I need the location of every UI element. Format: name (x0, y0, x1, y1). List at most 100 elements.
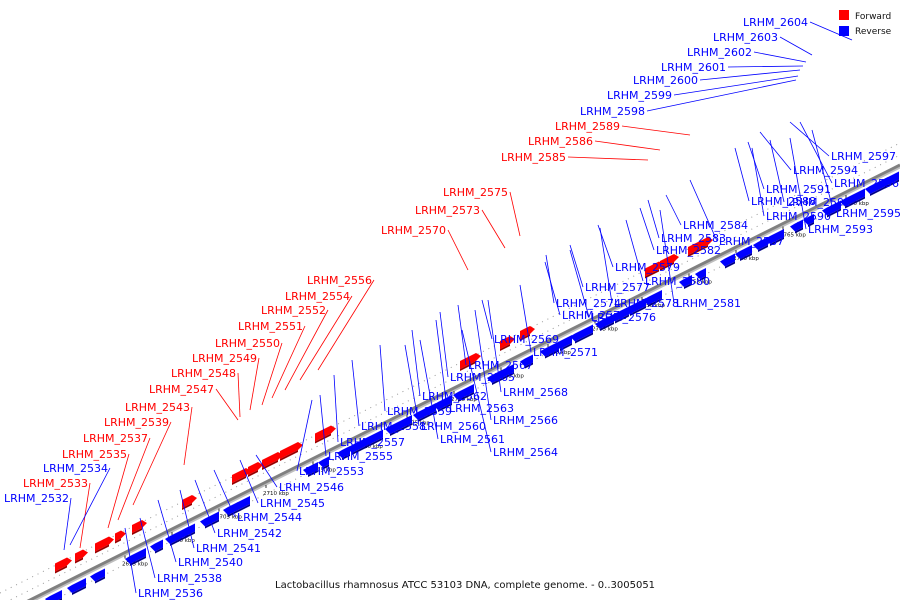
gene-arrow (132, 520, 147, 533)
gene-label: LRHM_2591 (766, 183, 831, 196)
gene-arrow-shadow (315, 433, 331, 444)
gene-label: LRHM_2568 (503, 386, 568, 399)
gene-arrow (315, 425, 336, 442)
gene-arrow (233, 496, 250, 510)
kbp-tick-label: 2705 kbp (216, 515, 242, 521)
gene-arrow (695, 268, 706, 279)
legend-forward-label: Forward (855, 12, 891, 22)
kbp-tick-label: 2695 kbp (122, 562, 148, 568)
gene-label: LRHM_2553 (299, 465, 364, 478)
gene-arrow (453, 384, 474, 400)
gene-arrow-shadow (560, 343, 572, 351)
gene-label: LRHM_2579 (615, 261, 680, 274)
gene-arrow (803, 214, 814, 225)
gene-arrow-shadow (248, 470, 258, 477)
gene-label: LRHM_2562 (422, 390, 487, 403)
gene-arrow (720, 253, 735, 267)
gene-label: LRHM_2599 (607, 89, 672, 102)
gene-arrow (180, 523, 195, 537)
gene-arrow-shadow (492, 379, 500, 385)
gene-arrow (625, 298, 646, 314)
gene-label: LRHM_2546 (279, 481, 344, 494)
gene-arrow (495, 364, 514, 379)
gene-arrow-shadow (130, 556, 146, 566)
gene-label: LRHM_2558 (361, 420, 426, 433)
gene-arrow (555, 335, 572, 349)
gene-label: LRHM_2555 (328, 450, 393, 463)
gene-arrow-shadow (660, 262, 674, 271)
gene-arrow (460, 353, 481, 369)
gene-arrow (735, 245, 752, 259)
gene-label: LRHM_2539 (104, 416, 169, 429)
gene-arrow (645, 261, 664, 277)
kbp-tick-label: 2725 kbp (404, 421, 430, 427)
gene-arrow (385, 415, 412, 434)
gene-label: LRHM_2585 (501, 151, 566, 164)
gene-arrow-shadow (870, 185, 888, 196)
gene-label: LRHM_2548 (171, 367, 236, 380)
genome-backbone (26, 163, 900, 600)
gene-arrow-shadow (808, 222, 814, 227)
gene-label: LRHM_2543 (125, 401, 190, 414)
gene-label: LRHM_2587 (719, 235, 784, 248)
gene-arrow (822, 200, 841, 216)
legend-reverse-swatch (839, 26, 849, 36)
gene-label: LRHM_2534 (43, 462, 108, 475)
kbp-tick-label: 2745 kbp (592, 327, 618, 333)
gene-label: LRHM_2593 (808, 223, 873, 236)
gene-arrow-shadow (700, 276, 706, 281)
gene-label: LRHM_2542 (217, 527, 282, 540)
kbp-tick-label: 2730 kbp (451, 397, 477, 403)
gene-arrow-shadow (770, 237, 784, 246)
gene-label: LRHM_2597 (831, 150, 896, 163)
gene-label: LRHM_2586 (528, 135, 593, 148)
gene-label: LRHM_2583 (661, 232, 726, 245)
gene-arrow-shadow (438, 403, 452, 412)
gene-label: LRHM_2549 (192, 352, 257, 365)
kbp-tick-label: 2720 kbp (357, 444, 383, 450)
gene-label: LRHM_2566 (493, 414, 558, 427)
gene-arrow-shadow (95, 544, 109, 554)
gene-label: LRHM_2584 (683, 219, 748, 232)
gene-arrow-shadow (684, 283, 692, 289)
label-leader-lines (63, 21, 853, 594)
gene-label: LRHM_2575 (443, 186, 508, 199)
legend: Forward Reverse (839, 10, 892, 37)
gene-arrow-shadow (645, 269, 659, 279)
kbp-tick-label: 2715 kbp (310, 468, 336, 474)
gene-arrow-shadow (55, 565, 67, 574)
gene-arrow-shadow (630, 306, 646, 316)
gene-arrow-shadow (115, 538, 121, 544)
gene-arrow (280, 442, 303, 459)
kbp-tick-label: 2755 kbp (686, 280, 712, 286)
gene-arrow-shadow (458, 392, 474, 402)
gene-arrow-shadow (500, 344, 510, 351)
gene-arrow-shadow (845, 196, 865, 209)
gene-label: LRHM_2581 (676, 297, 741, 310)
gene-arrow (67, 578, 86, 593)
gene-label: LRHM_2532 (4, 492, 69, 505)
gene-arrow-shadow (575, 332, 593, 344)
gene-label: LRHM_2576 (591, 311, 656, 324)
kbp-tick-label: 2710 kbp (263, 491, 289, 497)
gene-label: LRHM_2541 (196, 542, 261, 555)
gene-arrow-shadow (232, 476, 246, 485)
gene-arrow-shadow (520, 334, 530, 341)
gene-label: LRHM_2540 (178, 556, 243, 569)
kbp-tick-label: 2765 kbp (780, 233, 806, 239)
gene-arrow-shadow (758, 245, 768, 252)
gene-label: LRHM_2590 (766, 210, 831, 223)
gene-label: LRHM_2557 (340, 436, 405, 449)
gene-label: LRHM_2565 (450, 371, 515, 384)
gene-label: LRHM_2589 (555, 120, 620, 133)
gene-label: LRHM_2538 (157, 572, 222, 585)
gene-arrow-shadow (740, 253, 752, 261)
gene-label: LRHM_2588 (751, 195, 816, 208)
gene-arrow-shadow (280, 450, 298, 461)
gene-label: LRHM_2535 (62, 448, 127, 461)
gene-label: LRHM_2595 (836, 207, 900, 220)
gene-arrow (643, 290, 662, 305)
gene-label: LRHM_2545 (260, 497, 325, 510)
gene-label: LRHM_2580 (645, 275, 710, 288)
gene-label: LRHM_2570 (381, 224, 446, 237)
